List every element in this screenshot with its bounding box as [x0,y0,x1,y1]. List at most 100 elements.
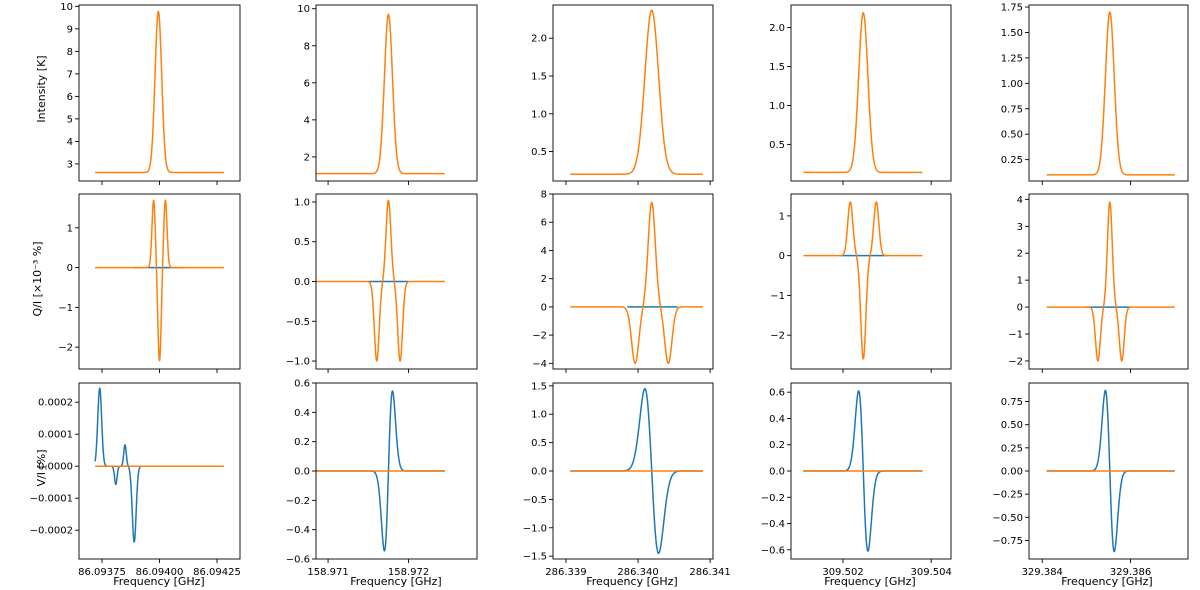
x-tick-label: 158.972 [388,567,429,578]
y-tick-label: 0.4 [294,408,310,419]
y-tick-label: −2 [58,343,73,354]
y-tick-label: 3 [1017,222,1023,233]
x-tick-label: 86.09375 [78,567,126,578]
y-tick-label: −0.50 [992,513,1023,524]
y-tick-label: 0.75 [1001,397,1023,408]
panel-r2c1: −0.6 −0.4 −0.2 0.0 0.2 0.4 0.6 158.971 158.972 [286,379,478,578]
y-tick-label: 2.0 [769,23,785,34]
y-tick-label: −0.0002 [30,526,73,537]
axes-frame [1028,193,1189,370]
y-tick-label: 4 [67,137,73,148]
y-tick-label: 1.5 [769,62,785,73]
y-tick-label: 6 [541,218,547,229]
y-tick-label: 0.00 [1001,467,1023,478]
axes-frame [552,4,714,182]
series-line-model [569,9,704,175]
y-tick-label: −0.0001 [30,494,73,505]
series-line-model [569,201,704,365]
y-tick-label: 0.0 [294,467,310,478]
y-tick-label: −1.0 [286,357,310,368]
x-tick-label: 86.09400 [136,567,184,578]
y-tick-label: −0.6 [761,545,785,556]
y-tick-label: 9 [67,24,73,35]
y-tick-label: 4 [541,246,547,257]
panel-r1c0: −2 −1 0 1 [58,193,241,373]
panel-r0c0: 3 4 5 6 7 8 9 10 [60,2,241,185]
xlabel-col-2: Frequency [GHz] [350,575,441,588]
y-tick-label: −2 [532,331,547,342]
series-line-stokes-v [94,387,225,543]
y-tick-label: −0.25 [992,490,1023,501]
panel-r0c3: 0.5 1.0 1.5 2.0 [769,4,952,185]
panel-r0c4: 0.25 0.50 0.75 1.00 1.25 1.50 1.75 [1001,3,1189,185]
y-tick-label: 6 [304,78,310,89]
series-line-model [802,201,923,360]
y-tick-label: 0.4 [769,414,785,425]
y-tick-label: 7 [67,69,73,80]
series-line-model [315,13,446,175]
axes-frame [315,4,478,182]
y-tick-label: 0.0000 [38,462,73,473]
y-tick-label: 0.5 [769,140,785,151]
axes-frame [78,193,241,370]
panel-r2c2: −1.5 −1.0 −0.5 0.0 0.5 1.0 1.5 286.339 286.340 28… [523,381,731,578]
y-tick-label: 1.0 [294,197,310,208]
y-tick-label: 8 [541,190,547,201]
y-tick-label: 1 [779,211,785,222]
y-tick-label: 0 [541,302,547,313]
series-line-model [315,199,446,362]
y-tick-label: 4 [304,115,310,126]
panel-r1c2: −4 −2 0 2 4 6 8 [532,190,714,373]
panel-r2c3: −0.6 −0.4 −0.2 0.0 0.2 0.4 0.6 309.502 309.504 [761,382,952,578]
y-tick-label: 1.25 [1001,53,1023,64]
y-tick-label: 1.0 [769,101,785,112]
y-tick-label: 3 [67,159,73,170]
row-ylabel-stokes-q: Q/I [×10⁻³ %] [31,241,44,316]
y-tick-label: 4 [1017,195,1023,206]
y-tick-label: −4 [532,359,547,370]
y-tick-label: −0.2 [286,496,310,507]
y-tick-label: −0.6 [286,555,310,566]
panels: 3456789102468100.51.01.52.00.51.01.52.00… [30,2,1189,578]
y-tick-label: 1.0 [531,410,547,421]
y-tick-label: −1.0 [523,523,547,534]
y-tick-label: 2 [1017,249,1023,260]
series-line-model [94,10,225,174]
y-tick-label: 0.25 [1001,443,1023,454]
y-tick-label: 0.2 [769,440,785,451]
y-tick-label: 0.0 [769,467,785,478]
x-tick-label: 286.341 [689,567,730,578]
y-tick-label: 1.5 [531,381,547,392]
panel-r1c3: −2 −1 0 1 [770,193,952,373]
y-tick-label: 0 [779,251,785,262]
y-tick-label: −2 [1008,356,1023,367]
xlabel-col-3: Frequency [GHz] [586,575,677,588]
y-tick-label: 0.0 [531,467,547,478]
y-tick-label: 0.0002 [38,398,73,409]
panel-r2c0: −0.0002 −0.0001 0.0000 0.0001 0.0002 86.09375… [30,382,241,578]
panel-r1c4: −2 −1 0 1 2 3 4 [1008,193,1189,373]
y-tick-label: 8 [304,41,310,52]
row-ylabel-stokes-v: V/I [%] [35,449,48,486]
y-tick-label: 1.50 [1001,28,1023,39]
y-tick-label: 1.0 [531,109,547,120]
y-tick-label: 10 [297,4,310,15]
y-tick-label: 2 [541,274,547,285]
series-line-model [1046,11,1176,176]
y-tick-label: −0.5 [523,495,547,506]
y-tick-label: 6 [67,92,73,103]
panel-r1c1: −1.0 −0.5 0.0 0.5 1.0 [286,193,478,373]
y-tick-label: 0.0 [294,277,310,288]
x-tick-label: 329.386 [1110,567,1151,578]
y-tick-label: −0.75 [992,536,1023,547]
y-tick-label: 0.50 [1001,420,1023,431]
y-tick-label: −0.4 [761,519,785,530]
axes-frame [1028,4,1189,182]
y-tick-label: −1 [770,291,785,302]
y-tick-label: 0.0001 [38,430,73,441]
y-tick-label: 0.5 [531,438,547,449]
x-tick-label: 286.340 [617,567,658,578]
y-tick-label: −0.5 [286,317,310,328]
y-tick-label: 1 [1017,276,1023,287]
y-tick-label: 1.00 [1001,79,1023,90]
